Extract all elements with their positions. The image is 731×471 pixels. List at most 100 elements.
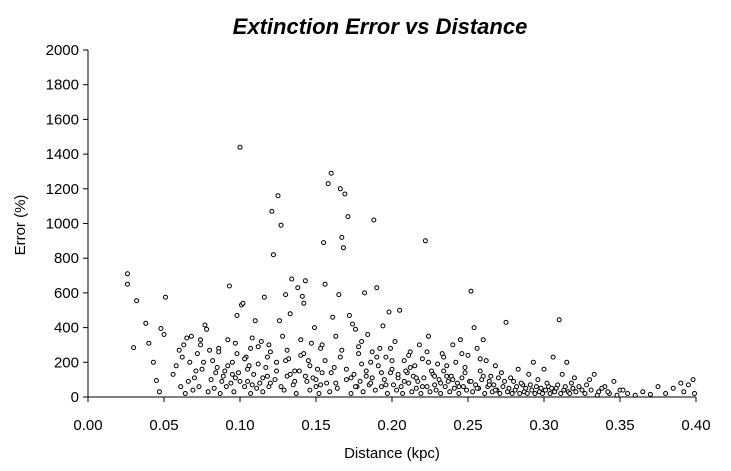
data-point <box>506 385 512 391</box>
data-point <box>359 339 365 344</box>
data-point <box>207 347 213 353</box>
data-point <box>533 384 539 390</box>
y-tick-label: 1600 <box>46 111 79 128</box>
data-point <box>690 377 696 383</box>
data-point <box>181 342 187 348</box>
data-point <box>173 363 179 369</box>
data-point <box>568 380 574 386</box>
data-point <box>293 391 299 396</box>
data-point <box>378 384 384 390</box>
data-point <box>313 377 319 383</box>
data-point <box>337 354 343 360</box>
data-point <box>334 385 340 391</box>
data-point <box>248 345 254 351</box>
data-point <box>125 281 130 287</box>
data-point <box>260 375 266 381</box>
data-point <box>432 373 438 379</box>
data-point <box>328 170 334 176</box>
data-point <box>605 389 611 395</box>
data-point <box>391 382 396 388</box>
data-point <box>477 356 483 362</box>
data-point <box>407 365 413 370</box>
data-point <box>483 358 489 364</box>
data-point <box>394 387 400 393</box>
data-point <box>231 389 237 395</box>
data-point <box>502 378 507 384</box>
data-point <box>190 387 196 393</box>
data-point <box>433 387 439 393</box>
data-point <box>284 347 290 353</box>
data-point <box>353 326 358 332</box>
data-point <box>283 292 289 298</box>
data-point <box>301 300 307 306</box>
data-point <box>333 380 339 386</box>
x-tick-label: 0.25 <box>453 417 482 434</box>
data-point <box>515 366 521 372</box>
data-point <box>198 337 203 343</box>
data-point <box>214 365 220 370</box>
data-point <box>343 366 349 372</box>
data-point <box>270 252 276 258</box>
data-point <box>470 389 476 395</box>
data-point <box>245 378 251 384</box>
data-point <box>225 363 231 369</box>
data-point <box>298 337 304 343</box>
x-tick-label: 0.10 <box>225 417 254 434</box>
data-point <box>441 368 447 374</box>
data-point <box>339 347 345 353</box>
data-point <box>216 349 222 355</box>
data-point <box>567 391 573 396</box>
data-point <box>389 358 395 364</box>
y-tick-label: 1000 <box>46 216 79 233</box>
data-point <box>511 378 517 384</box>
y-tick-label: 1400 <box>46 146 79 163</box>
data-point <box>272 377 278 383</box>
data-point <box>319 342 325 348</box>
data-point <box>327 389 333 395</box>
data-point <box>464 387 469 393</box>
data-point <box>362 290 368 296</box>
data-point <box>266 342 272 348</box>
data-point <box>488 373 494 379</box>
data-point <box>378 370 384 376</box>
data-point <box>170 371 176 377</box>
axes <box>87 50 696 398</box>
data-point <box>302 373 308 379</box>
data-point <box>418 391 424 396</box>
data-point <box>424 384 430 390</box>
data-point <box>381 377 387 383</box>
data-point <box>503 319 509 325</box>
data-point <box>555 382 561 388</box>
y-ticks: 0 200 400 600 800 1000 1200 1400 1600 1800 2000 <box>46 42 88 406</box>
data-point <box>400 391 406 396</box>
data-point <box>313 384 319 390</box>
data-point <box>255 361 261 367</box>
data-point <box>363 368 369 374</box>
data-point <box>438 391 444 396</box>
data-point <box>518 380 524 386</box>
data-point <box>495 375 501 381</box>
data-point <box>191 375 197 381</box>
data-point <box>278 384 284 390</box>
data-point <box>228 380 234 386</box>
data-point <box>401 378 407 384</box>
data-point <box>330 314 336 320</box>
data-point <box>356 351 362 357</box>
data-point <box>445 378 451 384</box>
data-point <box>304 378 310 384</box>
data-point <box>252 318 258 324</box>
y-tick-label: 200 <box>54 354 79 371</box>
data-point <box>384 391 390 396</box>
data-point <box>146 340 152 346</box>
data-point <box>426 333 431 339</box>
data-point <box>582 391 588 396</box>
data-point <box>492 387 498 393</box>
data-point <box>345 214 351 220</box>
data-point <box>591 371 597 377</box>
data-point <box>210 358 216 364</box>
data-point <box>312 325 317 331</box>
data-point <box>204 326 210 332</box>
data-point <box>397 307 403 313</box>
data-point <box>267 380 273 386</box>
